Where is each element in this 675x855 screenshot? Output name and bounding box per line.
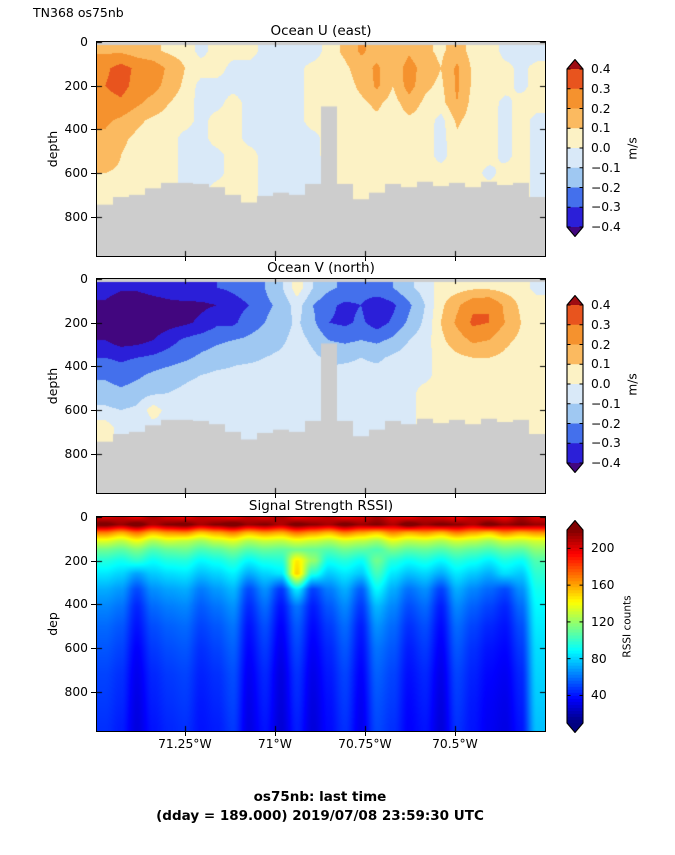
y-tick-label: 0	[80, 35, 88, 49]
footer-line2: (dday = 189.000) 2019/07/08 23:59:30 UTC	[156, 808, 484, 824]
colorbar-tick-label: 0.2	[591, 101, 611, 116]
panel-title-rssi: Signal Strength RSSI)	[248, 498, 394, 514]
x-tick-label: 70.75°W	[338, 737, 392, 751]
y-tick-mark	[91, 454, 96, 455]
colorbar-tick-label: 0.4	[591, 298, 611, 312]
x-tick-mark	[275, 732, 276, 736]
y-tick-label: 600	[64, 403, 88, 418]
figure-suptitle: TN368 os75nb	[33, 5, 124, 20]
x-tick-label: 71.25°W	[158, 737, 212, 751]
ocean-v-heatmap	[96, 278, 546, 494]
footer-line1: os75nb: last time	[253, 789, 387, 805]
y-tick-mark	[91, 323, 96, 324]
y-tick-mark	[91, 217, 96, 218]
x-tick-mark	[185, 732, 186, 736]
colorbar-tick-label: 0.3	[591, 81, 611, 96]
y-tick-mark	[91, 86, 96, 87]
x-tick-mark	[185, 494, 186, 498]
y-tick-label: 800	[64, 684, 88, 699]
colorbar-tick-label: −0.3	[591, 200, 621, 215]
x-tick-mark	[365, 732, 366, 736]
colorbar-tick-label: −0.4	[591, 456, 621, 470]
y-tick-mark	[91, 604, 96, 605]
y-tick-label: 600	[64, 166, 88, 181]
colorbar-tick-label: 80	[591, 651, 607, 666]
figure-footer: os75nb: last time (dday = 189.000) 2019/…	[0, 788, 640, 826]
y-tick-label: 400	[64, 122, 88, 137]
colorbar-tick-label: −0.3	[591, 436, 621, 451]
y-tick-label: 400	[64, 359, 88, 374]
y-tick-mark	[91, 648, 96, 649]
y-tick-mark	[91, 692, 96, 693]
x-tick-mark	[185, 257, 186, 261]
colorbar-tick-label: −0.2	[591, 416, 621, 431]
y-tick-label: 0	[80, 272, 88, 286]
x-tick-label: 70.5°W	[432, 737, 478, 751]
colorbar	[566, 58, 584, 241]
colorbar-svg	[566, 519, 584, 734]
y-tick-label: 200	[64, 553, 88, 568]
colorbar-tick-label: 200	[591, 541, 615, 556]
x-tick-mark	[455, 257, 456, 261]
y-tick-label: 400	[64, 597, 88, 612]
colorbar-tick-label: 0.0	[591, 377, 611, 391]
colorbar	[566, 294, 584, 477]
colorbar	[566, 519, 584, 737]
colorbar-tick-label: −0.2	[591, 180, 621, 195]
y-tick-mark	[91, 173, 96, 174]
x-tick-mark	[455, 494, 456, 498]
y-tick-label: 800	[64, 209, 88, 224]
colorbar-tick-label: 0.1	[591, 357, 611, 372]
y-tick-label: 200	[64, 315, 88, 330]
colorbar-tick-label: 40	[591, 688, 607, 703]
y-tick-label: 0	[80, 510, 88, 524]
x-tick-mark	[365, 257, 366, 261]
colorbar-tick-label: 0.2	[591, 337, 611, 352]
x-tick-mark	[365, 494, 366, 498]
colorbar-tick-label: −0.1	[591, 396, 621, 411]
y-tick-mark	[91, 129, 96, 130]
colorbar-tick-label: 0.0	[591, 141, 611, 155]
colorbar-svg	[566, 58, 584, 238]
colorbar-tick-label: −0.4	[591, 220, 621, 234]
y-tick-label: 800	[64, 446, 88, 461]
rssi-heatmap	[96, 516, 546, 732]
x-tick-mark	[275, 257, 276, 261]
colorbar-svg	[566, 294, 584, 474]
panel-title-ocean-u: Ocean U (east)	[270, 23, 372, 39]
x-tick-label: 71°W	[257, 737, 292, 751]
y-tick-mark	[91, 561, 96, 562]
y-tick-label: 600	[64, 641, 88, 656]
ocean-u-heatmap	[96, 41, 546, 257]
colorbar-tick-label: −0.1	[591, 160, 621, 175]
colorbar-tick-label: 160	[591, 578, 615, 593]
colorbar-tick-label: 0.1	[591, 121, 611, 136]
colorbar-tick-label: 120	[591, 614, 615, 629]
y-tick-mark	[91, 410, 96, 411]
panel-title-ocean-v: Ocean V (north)	[267, 260, 375, 276]
y-tick-mark	[91, 366, 96, 367]
colorbar-tick-label: 0.3	[591, 317, 611, 332]
x-tick-mark	[275, 494, 276, 498]
x-tick-mark	[455, 732, 456, 736]
y-tick-label: 200	[64, 78, 88, 93]
colorbar-tick-label: 0.4	[591, 62, 611, 76]
